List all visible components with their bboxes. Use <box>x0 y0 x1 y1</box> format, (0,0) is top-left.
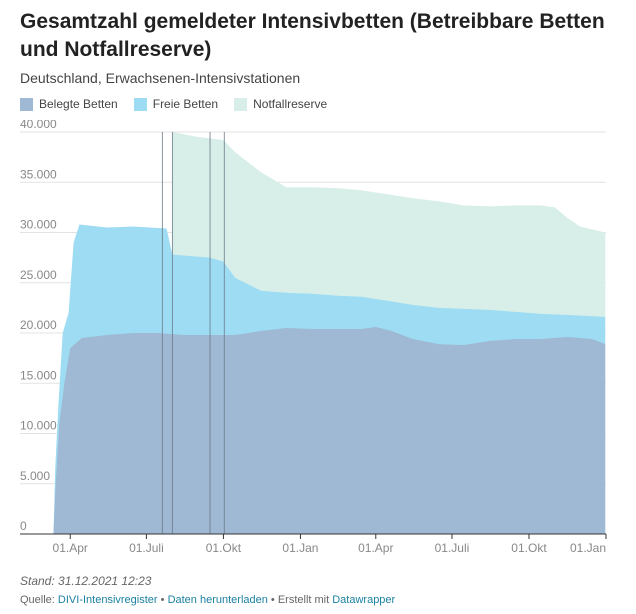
datawrapper-link[interactable]: Datawrapper <box>332 594 396 606</box>
made-with-text: • Erstellt mit <box>270 594 330 606</box>
legend-label-belegt: Belegte Betten <box>39 97 118 111</box>
download-link[interactable]: Daten herunterladen <box>167 594 268 606</box>
legend-label-frei: Freie Betten <box>152 97 219 111</box>
x-tick-label: 01.Jan <box>570 541 606 555</box>
chart-legend: Belegte Betten Freie Betten Notfallreser… <box>20 97 343 111</box>
y-tick-label: 30.000 <box>20 218 57 232</box>
source-separator: • <box>160 594 165 606</box>
legend-item-reserve: Notfallreserve <box>234 97 327 111</box>
y-tick-label: 40.000 <box>20 120 57 131</box>
y-tick-label: 0 <box>20 519 27 533</box>
x-tick-label: 01.Juli <box>435 541 470 555</box>
footer-stand: Stand: 31.12.2021 12:23 <box>20 574 152 588</box>
source-link[interactable]: DIVI-Intensivregister <box>57 594 158 606</box>
legend-swatch-belegt <box>20 97 33 111</box>
legend-swatch-reserve <box>234 97 248 111</box>
legend-label-reserve: Notfallreserve <box>253 97 328 111</box>
chart-title: Gesamtzahl gemeldeter Intensivbetten (Be… <box>20 10 605 61</box>
chart-subtitle: Deutschland, Erwachsenen-Intensivstation… <box>20 70 301 86</box>
x-tick-label: 01.Juli <box>129 541 164 555</box>
x-tick-label: 01.Okt <box>511 541 547 555</box>
legend-swatch-frei <box>133 97 147 111</box>
y-tick-label: 10.000 <box>20 419 57 433</box>
x-tick-label: 01.Okt <box>206 541 242 555</box>
y-tick-label: 25.000 <box>20 268 57 282</box>
y-tick-label: 5.000 <box>20 469 50 483</box>
source-prefix: Quelle: <box>20 594 55 606</box>
legend-item-frei: Freie Betten <box>133 97 219 111</box>
footer-source: Quelle: DIVI-Intensivregister • Daten he… <box>20 594 395 606</box>
x-tick-label: 01.Apr <box>53 541 88 555</box>
x-tick-label: 01.Apr <box>358 541 393 555</box>
y-tick-label: 20.000 <box>20 318 57 332</box>
area-chart: 0 5.000 10.000 15.000 20.000 25.000 30.000 35.0… <box>20 120 607 555</box>
x-tick-label: 01.Jan <box>282 541 318 555</box>
legend-item-belegt: Belegte Betten <box>20 97 118 111</box>
y-tick-label: 35.000 <box>20 167 57 181</box>
area-belegte-betten <box>53 327 606 534</box>
y-tick-label: 15.000 <box>20 368 57 382</box>
